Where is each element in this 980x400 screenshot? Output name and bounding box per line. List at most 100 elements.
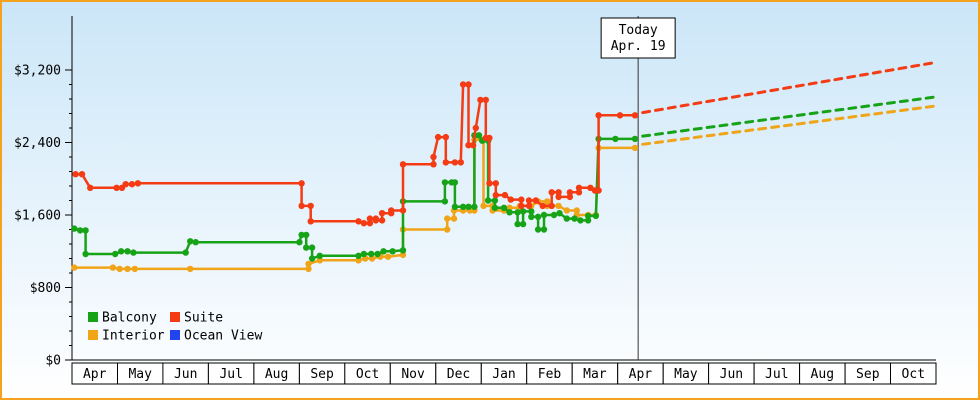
series-balcony-point bbox=[612, 135, 619, 143]
series-balcony-point bbox=[514, 220, 521, 228]
series-suite-point bbox=[492, 191, 499, 199]
series-suite-point bbox=[539, 202, 546, 210]
legend-swatch-balcony bbox=[88, 312, 98, 322]
month-label: Mar bbox=[583, 367, 607, 382]
series-balcony-point bbox=[441, 179, 449, 186]
series-interior bbox=[71, 136, 639, 273]
month-label: Aug bbox=[265, 367, 288, 382]
today-label-box bbox=[600, 17, 676, 59]
series-balcony-point bbox=[182, 249, 189, 256]
series-balcony-point bbox=[124, 248, 131, 255]
series-balcony-point bbox=[465, 203, 472, 210]
series-suite-point bbox=[72, 171, 79, 178]
series-interior-point bbox=[305, 260, 312, 268]
today-label-line1: Today bbox=[619, 23, 658, 38]
month-label: Dec bbox=[447, 367, 470, 382]
series-suite-point bbox=[465, 81, 472, 88]
series-suite-point bbox=[486, 180, 493, 187]
series-suite-point bbox=[532, 197, 539, 204]
series-interior-point bbox=[444, 215, 451, 222]
series-balcony-point bbox=[303, 231, 310, 239]
series-balcony-point bbox=[316, 252, 323, 259]
series-balcony-point bbox=[77, 227, 84, 234]
series-balcony-point bbox=[451, 203, 459, 210]
series-balcony-point bbox=[308, 255, 316, 262]
series-suite-point bbox=[442, 133, 449, 141]
series-balcony-point bbox=[374, 250, 381, 258]
series-suite-point bbox=[378, 210, 386, 217]
series-balcony-point bbox=[584, 217, 592, 224]
series-balcony-point bbox=[298, 231, 305, 239]
series-suite-point bbox=[366, 215, 374, 222]
series-suite-point bbox=[87, 184, 94, 191]
series-balcony-point bbox=[550, 211, 558, 219]
series-balcony-point bbox=[368, 250, 375, 258]
series-balcony-point bbox=[187, 238, 194, 245]
series-suite-point bbox=[459, 81, 467, 88]
series-suite-point bbox=[525, 202, 533, 210]
y-axis-label: $0 bbox=[45, 354, 61, 369]
series-suite-point bbox=[477, 96, 484, 104]
series-suite-point bbox=[486, 134, 493, 142]
series-balcony-point bbox=[540, 211, 548, 219]
month-label: Apr bbox=[629, 367, 653, 382]
series-suite-point bbox=[575, 189, 583, 196]
series-suite-point bbox=[472, 124, 479, 132]
series-interior-point bbox=[116, 265, 123, 273]
series-balcony-point bbox=[528, 213, 535, 220]
series-interior-point bbox=[544, 198, 551, 205]
month-label: Sep bbox=[856, 367, 880, 382]
series-balcony-point bbox=[308, 244, 316, 251]
legend-swatch-interior bbox=[88, 330, 98, 340]
series-balcony-point bbox=[471, 203, 478, 210]
series-suite-point bbox=[366, 220, 374, 227]
series-balcony-point bbox=[519, 208, 527, 215]
series-suite-point bbox=[492, 180, 499, 187]
series-interior-point bbox=[355, 257, 362, 264]
series-suite-point bbox=[430, 153, 437, 161]
series-balcony bbox=[71, 132, 639, 262]
series-suite-point bbox=[548, 202, 555, 210]
y-axis-label: $800 bbox=[30, 281, 61, 296]
series-balcony-point bbox=[592, 212, 600, 220]
month-label: Aug bbox=[811, 367, 834, 382]
month-label: Jul bbox=[765, 367, 788, 382]
series-suite-point bbox=[469, 142, 477, 149]
series-balcony-point bbox=[475, 132, 483, 139]
month-label: Sep bbox=[310, 367, 334, 382]
series-balcony-point bbox=[451, 179, 459, 186]
series-suite-point bbox=[128, 181, 136, 188]
month-label: Oct bbox=[356, 367, 379, 382]
series-balcony-point bbox=[355, 252, 362, 259]
series-suite-point bbox=[434, 133, 442, 141]
month-label: Jan bbox=[492, 367, 515, 382]
series-interior-point bbox=[631, 144, 639, 152]
series-suite-point bbox=[525, 197, 533, 204]
series-suite-point bbox=[555, 193, 562, 201]
series-interior-point bbox=[444, 226, 451, 233]
series-suite bbox=[72, 81, 639, 227]
series-suite-point bbox=[360, 220, 368, 227]
series-interior-point bbox=[131, 265, 138, 273]
series-suite-point bbox=[388, 207, 395, 214]
series-interior-point bbox=[555, 202, 562, 210]
series-balcony-point bbox=[82, 227, 89, 234]
series-suite-point bbox=[465, 142, 472, 149]
series-suite-point bbox=[451, 159, 459, 166]
series-balcony-point bbox=[112, 250, 119, 258]
series-balcony-point bbox=[82, 250, 89, 258]
projection-balcony-line bbox=[641, 95, 936, 138]
series-suite-point bbox=[134, 180, 142, 187]
series-suite-point bbox=[482, 96, 489, 104]
series-interior-point bbox=[573, 207, 580, 214]
series-suite-point bbox=[113, 184, 120, 191]
series-suite-point bbox=[122, 181, 129, 188]
series-balcony-point bbox=[534, 213, 542, 220]
series-balcony-point bbox=[296, 239, 303, 246]
series-balcony-point bbox=[577, 217, 584, 224]
series-balcony-point bbox=[540, 226, 548, 233]
series-balcony-point bbox=[514, 209, 521, 216]
series-suite-point bbox=[507, 196, 514, 203]
series-suite-point bbox=[457, 159, 464, 166]
series-balcony-point bbox=[380, 248, 387, 255]
